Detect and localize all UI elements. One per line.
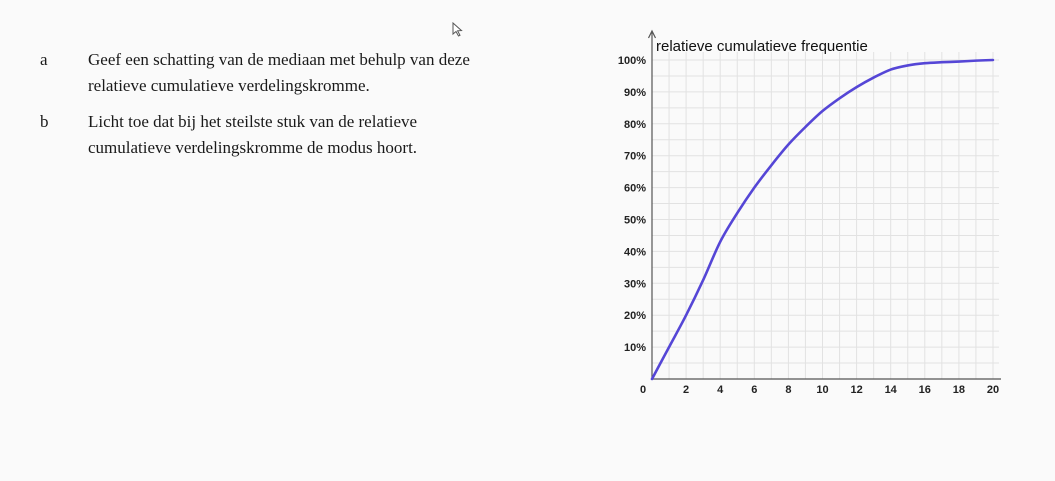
chart-axes xyxy=(647,29,1001,380)
y-tick-label: 80% xyxy=(624,119,646,131)
x-tick-label: 0 xyxy=(640,384,646,396)
series-line xyxy=(650,58,995,381)
y-axis-arrow xyxy=(647,29,657,39)
question-letter: a xyxy=(40,50,48,69)
y-tick-label: 100% xyxy=(618,55,646,67)
y-tick-label: 10% xyxy=(624,342,646,354)
x-tick-label: 8 xyxy=(785,384,791,396)
chart-grid xyxy=(651,52,999,379)
y-tick-label: 40% xyxy=(624,246,646,258)
x-tick-label: 20 xyxy=(987,384,999,396)
question-text: Geef een schatting van de mediaan met be… xyxy=(88,47,548,99)
chart-series xyxy=(650,58,995,381)
x-tick-label: 10 xyxy=(816,384,828,396)
question-text-line: Geef een schatting van de mediaan met be… xyxy=(88,50,470,69)
y-tick-label: 60% xyxy=(624,183,646,195)
y-tick-label: 30% xyxy=(624,278,646,290)
x-tick-label: 12 xyxy=(850,384,862,396)
y-axis-title: relatieve cumulatieve frequentie xyxy=(656,38,868,55)
x-tick-label: 14 xyxy=(885,384,898,396)
y-tick-label: 70% xyxy=(624,151,646,163)
y-tick-label: 20% xyxy=(624,310,646,322)
y-tick-labels: 10% 20% 30% 40% 50% 60% 70% 80% 90% 100% xyxy=(618,55,646,354)
mouse-cursor-icon xyxy=(452,22,463,37)
x-tick-label: 6 xyxy=(751,384,757,396)
question-letter: b xyxy=(40,112,49,131)
x-tick-labels: 0 2 4 6 8 10 12 14 16 18 20 xyxy=(640,384,999,396)
y-tick-label: 50% xyxy=(624,215,646,227)
x-tick-label: 16 xyxy=(919,384,931,396)
x-tick-label: 2 xyxy=(683,384,689,396)
question-text: Licht toe dat bij het steilste stuk van … xyxy=(88,109,548,161)
question-text-line: relatieve cumulatieve verdelingskromme. xyxy=(88,76,370,95)
question-text-line: Licht toe dat bij het steilste stuk van … xyxy=(88,112,418,131)
y-tick-label: 90% xyxy=(624,87,646,99)
question-text-line: cumulatieve verdelingskromme de modus ho… xyxy=(88,138,418,157)
x-tick-label: 18 xyxy=(953,384,965,396)
x-tick-label: 4 xyxy=(717,384,724,396)
